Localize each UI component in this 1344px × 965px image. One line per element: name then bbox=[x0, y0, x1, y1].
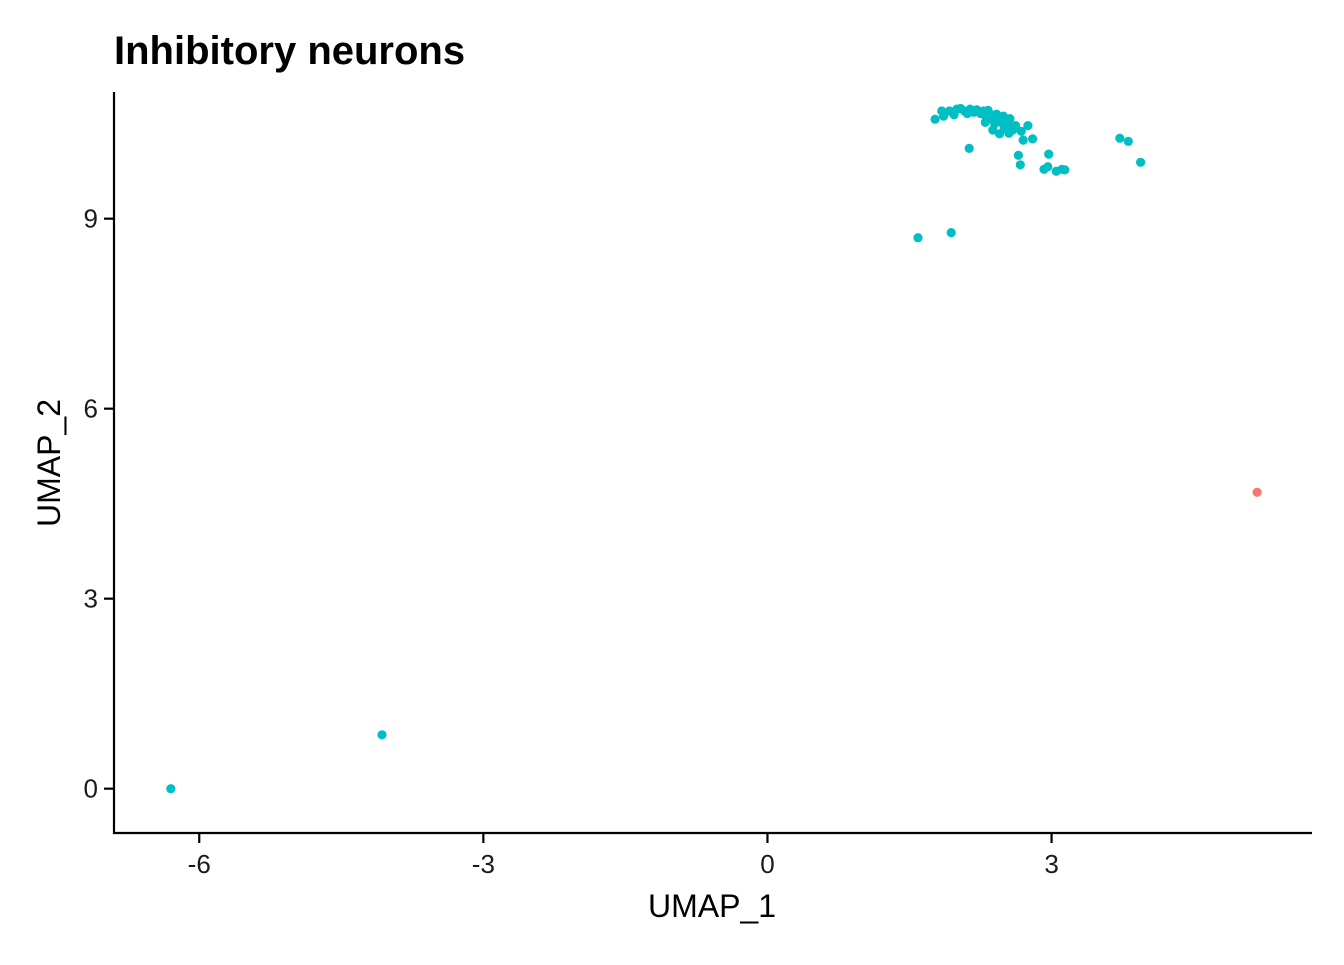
data-point bbox=[377, 730, 387, 740]
data-point bbox=[1004, 128, 1014, 138]
x-tick-label: 3 bbox=[1044, 849, 1058, 879]
data-point bbox=[166, 784, 176, 794]
data-point bbox=[1011, 121, 1021, 131]
data-point bbox=[1016, 126, 1026, 136]
data-point bbox=[946, 228, 956, 238]
data-point bbox=[994, 129, 1005, 139]
y-tick-label: 0 bbox=[84, 774, 98, 804]
y-tick-label: 6 bbox=[84, 394, 98, 424]
data-point bbox=[1123, 136, 1133, 146]
data-point bbox=[913, 233, 923, 243]
y-tick-label: 3 bbox=[84, 584, 98, 614]
data-point bbox=[1136, 157, 1146, 167]
data-point bbox=[1005, 114, 1015, 124]
y-axis-ticks: 0 3 6 9 bbox=[84, 204, 114, 804]
x-tick-label: 0 bbox=[760, 849, 774, 879]
y-axis-title: UMAP_2 bbox=[31, 399, 67, 527]
x-axis-ticks: -6 -3 0 3 bbox=[188, 833, 1059, 879]
chart-title: Inhibitory neurons bbox=[114, 29, 465, 73]
data-point bbox=[1028, 134, 1038, 144]
data-point bbox=[980, 117, 990, 127]
data-point bbox=[1252, 487, 1262, 497]
data-point bbox=[1043, 162, 1053, 172]
data-point bbox=[1018, 135, 1028, 145]
y-tick-label: 9 bbox=[84, 204, 98, 234]
data-point bbox=[988, 125, 998, 135]
data-point bbox=[1115, 133, 1125, 143]
data-point bbox=[930, 114, 940, 124]
data-point bbox=[964, 143, 974, 153]
x-axis-title: UMAP_1 bbox=[648, 888, 776, 924]
data-point bbox=[1060, 165, 1070, 175]
plot-area: -6 -3 0 3 0 3 6 9 bbox=[84, 92, 1312, 879]
data-point bbox=[1044, 149, 1054, 159]
data-point bbox=[1023, 121, 1033, 131]
data-point bbox=[1015, 160, 1025, 170]
x-tick-label: -3 bbox=[472, 849, 495, 879]
x-tick-label: -6 bbox=[188, 849, 211, 879]
points-layer bbox=[166, 103, 1262, 794]
data-point bbox=[1013, 150, 1024, 160]
